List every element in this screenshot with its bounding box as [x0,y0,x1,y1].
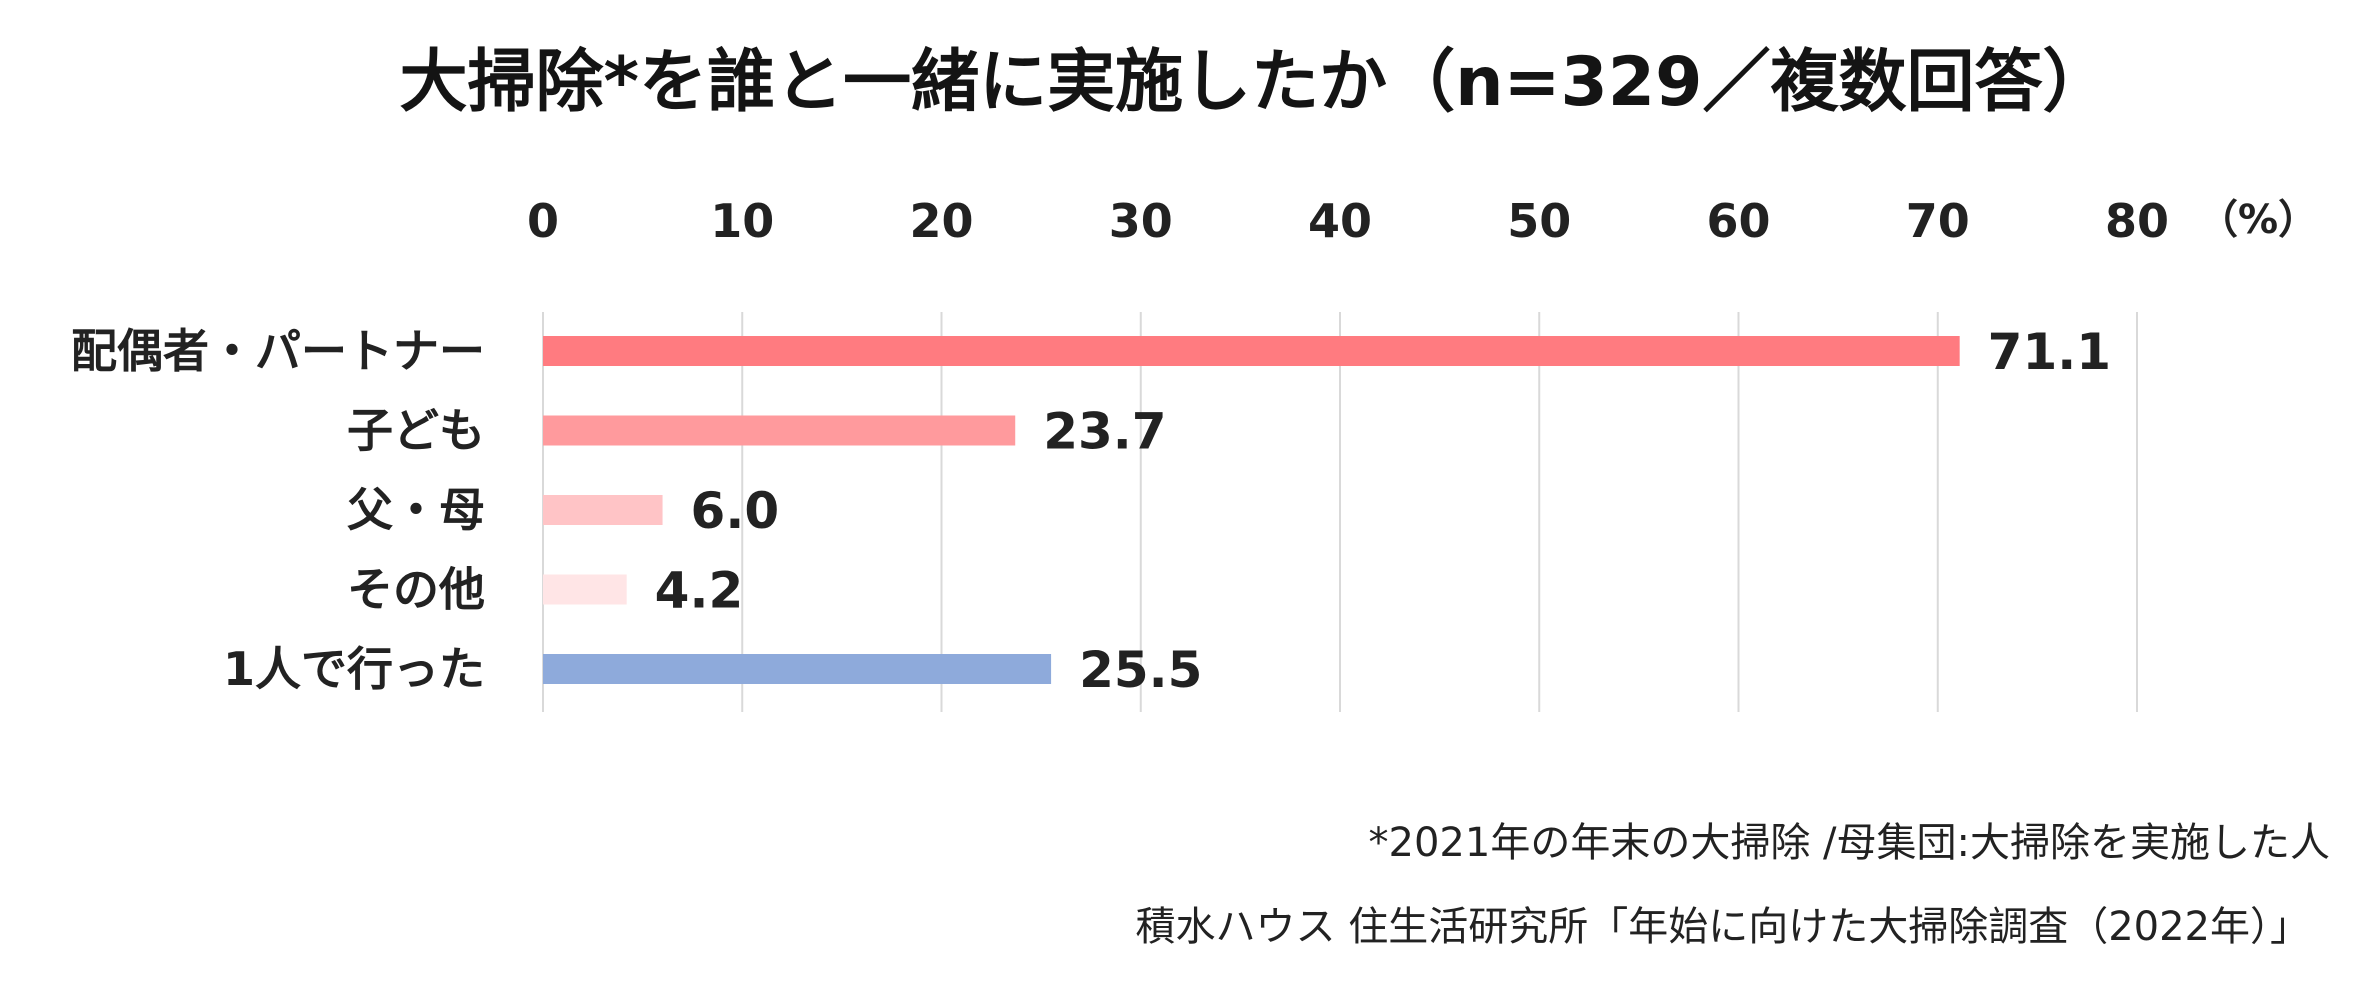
chart-title: 大掃除*を誰と一緒に実施したか（n=329／複数回答） [400,43,2111,122]
category-label-4: 1人で行った [223,642,485,696]
bar-4 [543,654,1052,684]
bar-0 [543,336,1960,366]
tick-label-60: 60 [1706,194,1770,248]
tick-label-70: 70 [1906,194,1970,248]
tick-label-40: 40 [1308,194,1372,248]
unit-label: （%） [2198,197,2318,243]
bar-3 [543,574,627,605]
value-label-4: 25.5 [1079,641,1202,699]
value-labels: 71.1 23.7 6.0 4.2 25.5 [655,323,2111,699]
value-label-2: 6.0 [691,482,780,540]
category-label-3: その他 [347,563,485,617]
category-label-0: 配偶者・パートナー [71,324,485,378]
tick-label-50: 50 [1507,194,1571,248]
value-label-3: 4.2 [655,562,744,620]
x-axis-ticks: 0 10 20 30 40 50 60 70 80 [527,194,2169,248]
footnote-source: 積水ハウス 住生活研究所「年始に向けた大掃除調査（2022年）」 [1135,904,2310,950]
value-label-0: 71.1 [1988,323,2111,381]
footnote-definition: *2021年の年末の大掃除 /母集団:大掃除を実施した人 [1369,820,2330,866]
bars [543,336,1960,684]
tick-label-10: 10 [710,194,774,248]
tick-label-30: 30 [1109,194,1173,248]
tick-label-80: 80 [2105,194,2169,248]
grid-lines [542,312,2138,712]
bar-1 [543,415,1016,446]
category-label-2: 父・母 [347,483,485,537]
bar-2 [543,495,663,525]
category-label-1: 子ども [347,404,485,458]
tick-label-0: 0 [527,194,559,248]
value-label-1: 23.7 [1043,403,1166,461]
tick-label-20: 20 [909,194,973,248]
